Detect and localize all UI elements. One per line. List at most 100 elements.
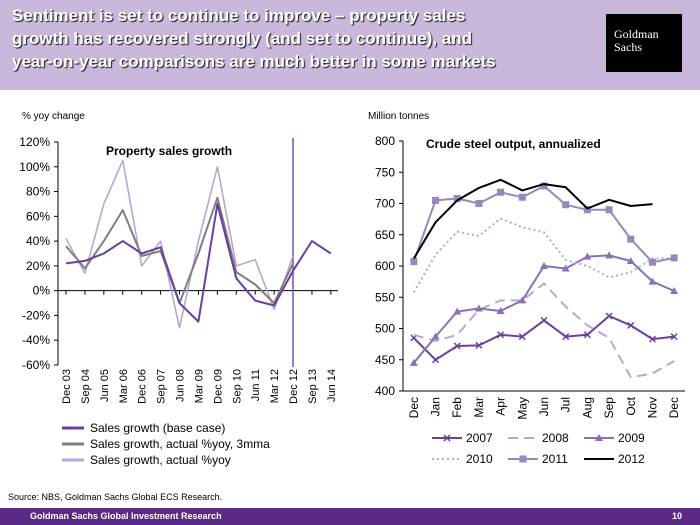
data-point-2011 [475, 200, 483, 207]
data-point-2007 [518, 333, 526, 341]
y-tick-label: 450 [375, 353, 395, 367]
property-sales-chart: % yoy change Property sales growth 120% 100… [19, 111, 338, 467]
x-tick-label: Jun 11 [250, 369, 262, 401]
chart-title: Property sales growth [106, 144, 232, 158]
series-line-2009 [413, 254, 675, 364]
series-line-2010 [412, 217, 675, 293]
title-line-2: growth has recovered strongly (and set t… [12, 29, 473, 48]
series-line-2012 [412, 178, 653, 260]
data-point-2011 [627, 235, 635, 243]
y-tick-label: 800 [375, 134, 395, 148]
y-tick-label: 700 [375, 197, 395, 211]
data-point-2011 [670, 254, 678, 262]
x-tick-label: Jun [537, 397, 551, 416]
y-tick-label: 400 [375, 384, 395, 398]
series-line-2011 [412, 185, 675, 264]
data-point-2009 [583, 252, 592, 260]
data-point-2011 [453, 195, 461, 202]
y-tick-label: 40% [26, 234, 50, 248]
data-point-2011 [518, 193, 526, 201]
header-banner: Sentiment is set to continue to improve … [0, 0, 700, 90]
data-point-2007 [648, 335, 656, 343]
y-tick-label: 550 [375, 290, 395, 304]
data-point-2009 [474, 304, 483, 312]
legend-marker-2007 [443, 434, 451, 442]
x-tick-label: Sep 04 [80, 369, 92, 404]
data-point-2011 [540, 182, 548, 190]
title-line-1: Sentiment is set to continue to improve … [12, 6, 466, 25]
series-line-1 [65, 202, 332, 323]
x-tick-label: Dec 03 [61, 369, 73, 404]
x-tick-label: Apr [494, 397, 508, 416]
legend-marker-2009 [595, 434, 603, 441]
data-point-2007 [605, 312, 613, 320]
footer-text: Goldman Sachs Global Investment Research [30, 511, 222, 521]
series-line-2007 [413, 315, 675, 361]
data-point-2007 [627, 321, 635, 329]
y-axis-label: % yoy change [22, 111, 85, 122]
steel-output-chart: Million tonnes Crude steel output, annual… [368, 111, 685, 466]
data-point-2009 [670, 287, 679, 294]
data-point-2009 [496, 307, 505, 314]
data-point-2011 [562, 201, 570, 209]
x-tick-label: Aug [580, 397, 594, 418]
x-tick-label: Mar [472, 397, 486, 418]
y-tick-label: -20% [22, 308, 50, 322]
data-point-2007 [540, 316, 548, 324]
y-tick-label: -60% [22, 358, 50, 372]
legend-label-3: Sales growth, actual %yoy [90, 453, 231, 467]
data-point-2007 [497, 331, 505, 339]
series-line-2 [65, 196, 294, 305]
data-point-2011 [648, 258, 656, 266]
page-number: 10 [671, 511, 682, 521]
x-tick-label: Sep [602, 397, 616, 419]
page-title: Sentiment is set to continue to improve … [12, 4, 582, 73]
y-tick-label: 750 [375, 165, 395, 179]
data-point-2009 [561, 264, 570, 272]
y-tick-label: 20% [26, 259, 50, 273]
x-tick-label: Oct [624, 396, 638, 415]
data-point-2011 [583, 206, 591, 214]
source-note: Source: NBS, Goldman Sachs Global ECS Re… [8, 492, 223, 502]
y-tick-label: -40% [22, 333, 50, 347]
data-point-2009 [605, 251, 614, 259]
x-tick-label: Dec [407, 397, 421, 418]
data-point-2009 [626, 257, 635, 264]
data-point-2009 [518, 296, 527, 304]
legend-label-2: Sales growth, actual %yoy, 3mma [90, 437, 270, 451]
title-line-3: year-on-year comparisons are much better… [12, 52, 496, 71]
data-point-2009 [431, 332, 440, 340]
x-tick-label: Nov [645, 397, 659, 418]
y-tick-label: 80% [26, 185, 50, 199]
data-point-2009 [648, 277, 657, 285]
data-point-2007 [453, 342, 461, 350]
y-tick-label: 650 [375, 228, 395, 242]
x-tick-label: Jan [429, 397, 443, 416]
legend-label-2007: 2007 [466, 431, 493, 445]
data-point-2011 [410, 258, 418, 266]
x-tick-label: Dec [667, 397, 681, 418]
x-tick-label: Mar 06 [118, 369, 130, 403]
logo-line-1: Goldman [614, 27, 659, 41]
y-tick-label: 500 [375, 322, 395, 336]
x-tick-label: Jun 08 [175, 369, 187, 402]
footer-bar: Goldman Sachs Global Investment Research… [0, 508, 700, 525]
x-tick-label: Sep 07 [156, 369, 168, 404]
data-point-2011 [432, 196, 440, 204]
logo-line-2: Sachs [614, 40, 642, 54]
series-line-2008 [413, 282, 675, 379]
x-tick-label: Feb [450, 397, 464, 418]
goldman-sachs-logo: Goldman Sachs [606, 14, 682, 72]
y-tick-label: 120% [19, 135, 50, 149]
legend-label-2011: 2011 [542, 452, 568, 466]
y-tick-label: 100% [19, 160, 50, 174]
y-axis-label: Million tonnes [368, 111, 429, 122]
series-line-3 [65, 159, 294, 329]
legend-label-1: Sales growth (base case) [90, 421, 225, 435]
y-tick-label: 60% [26, 209, 50, 223]
data-point-2007 [583, 331, 591, 339]
x-tick-label: Mar 09 [193, 369, 205, 403]
data-point-2011 [497, 188, 505, 196]
x-tick-label: Jul [559, 397, 573, 412]
data-point-2009 [540, 262, 548, 269]
